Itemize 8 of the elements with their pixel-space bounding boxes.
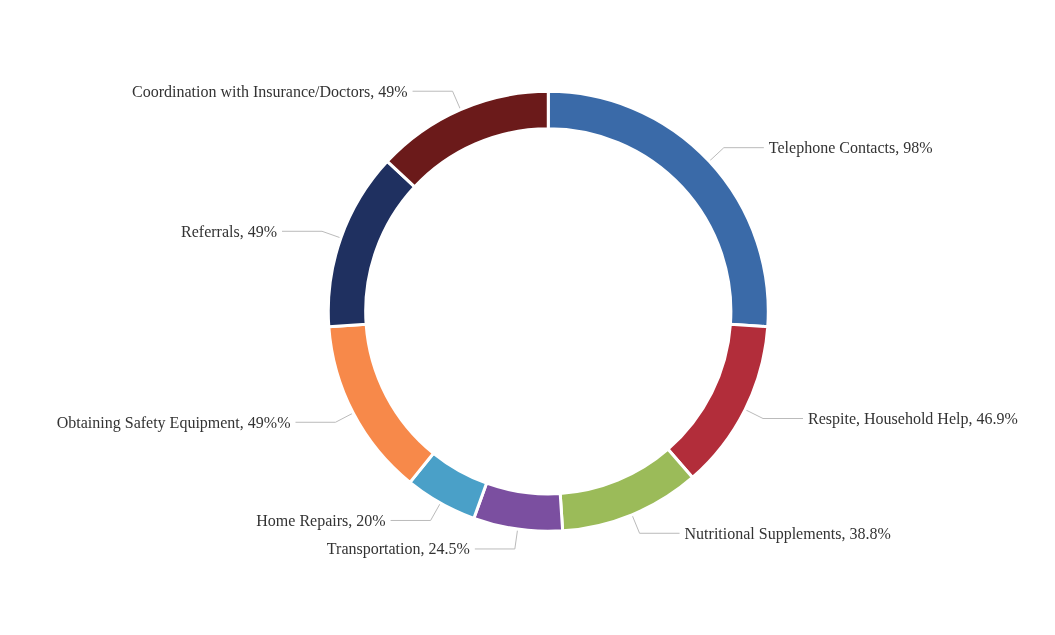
- slice-label: Referrals, 49%: [181, 222, 278, 240]
- slice-label: Transportation, 24.5%: [326, 540, 470, 559]
- slice-label: Home Repairs, 20%: [256, 511, 386, 530]
- slice-label: Respite, Household Help, 46.9%: [808, 410, 1018, 429]
- slice-label: Coordination with Insurance/Doctors, 49%: [132, 82, 408, 100]
- slice-label: Nutritional Supplements, 38.8%: [684, 524, 891, 543]
- slice-label: Telephone Contacts, 98%: [768, 139, 933, 158]
- slice-label: Obtaining Safety Equipment, 49%%: [56, 413, 291, 432]
